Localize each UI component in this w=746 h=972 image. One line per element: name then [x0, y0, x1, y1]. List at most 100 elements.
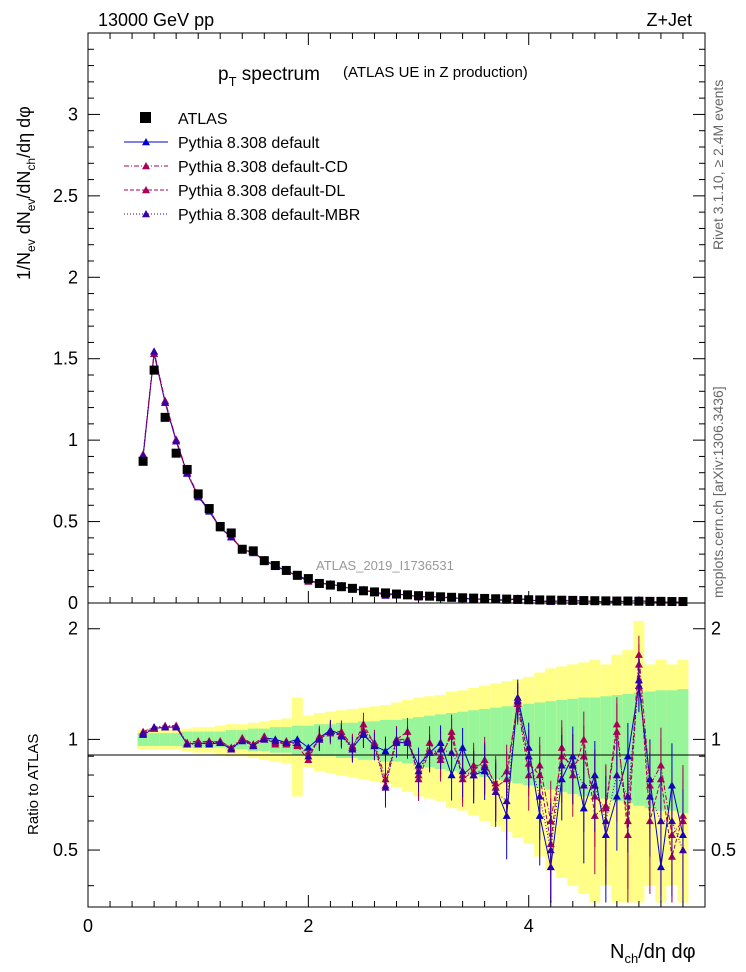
ratio-marker — [623, 792, 632, 800]
inner-band-bin — [633, 692, 645, 806]
ratio-marker — [425, 748, 434, 756]
header-left: 13000 GeV pp — [98, 10, 214, 30]
inner-band-bin — [600, 696, 612, 799]
ratio-marker — [139, 729, 148, 737]
lower-y-label: Ratio to ATLAS — [25, 734, 42, 835]
legend-marker — [142, 210, 150, 218]
ratio-marker — [271, 737, 280, 745]
atlas-data-point — [215, 521, 225, 531]
inner-band-bin — [247, 728, 259, 751]
ratio-marker — [667, 816, 676, 825]
inner-band-bin — [490, 707, 502, 780]
ratio-marker — [183, 740, 192, 748]
inner-band-bin — [302, 725, 314, 755]
atlas-data-point — [193, 489, 203, 499]
legend-marker — [142, 138, 150, 146]
upper-y-tick-label: 2.5 — [53, 186, 78, 206]
ratio-marker — [381, 746, 390, 755]
inner-band-bin — [148, 733, 160, 746]
ratio-series — [139, 635, 687, 903]
ratio-y-tick-label: 2 — [68, 619, 78, 639]
atlas-data-point — [469, 593, 479, 603]
x-label-part: /dη dφ — [638, 941, 695, 963]
upper-y-tick-label: 2 — [68, 267, 78, 287]
ratio-marker — [238, 737, 247, 745]
ratio-marker — [656, 816, 665, 825]
ratio-marker — [645, 792, 654, 800]
atlas-data-point — [314, 578, 324, 588]
ratio-line — [142, 664, 684, 857]
ratio-marker — [249, 741, 258, 750]
atlas-data-point — [325, 580, 335, 590]
ratio-marker — [392, 737, 401, 745]
x-tick-label: 2 — [303, 916, 313, 936]
upper-y-label-part: /dη dφ — [14, 106, 34, 158]
upper-y-tick-label: 3 — [68, 104, 78, 124]
upper-y-tick-label: 0.5 — [53, 512, 78, 532]
ratio-marker — [579, 735, 588, 743]
legend: ATLAS Pythia 8.308 default Pythia 8.308 de… — [124, 111, 360, 224]
ratio-marker — [304, 752, 313, 760]
ratio-y-tick-label: 1 — [68, 729, 78, 749]
ratio-marker — [568, 761, 577, 769]
atlas-data-point — [601, 596, 611, 606]
ratio-marker — [282, 738, 291, 746]
atlas-data-point — [392, 589, 401, 599]
inner-band-bin — [170, 733, 182, 746]
plot-subtitle: (ATLAS UE in Z production) — [343, 64, 528, 81]
upper-y-tick-label: 1 — [68, 430, 78, 450]
atlas-data-point — [149, 365, 159, 375]
ratio-marker — [172, 723, 181, 731]
ratio-marker — [557, 761, 566, 769]
ratio-marker — [227, 745, 236, 753]
atlas-data-point — [667, 597, 677, 607]
atlas-data-point — [369, 587, 379, 597]
x-tick-label: 4 — [524, 916, 534, 936]
ratio-marker — [458, 743, 467, 751]
x-tick-label: 0 — [83, 916, 93, 936]
legend-marker — [142, 186, 150, 194]
upper-y-label-part: /dN — [14, 171, 34, 199]
upper-y-label-part: 1/N — [14, 252, 34, 280]
side-label-mcplots: mcplots.cern.ch [arXiv:1306.3436] — [710, 386, 726, 598]
atlas-data-point — [513, 594, 523, 604]
axis-ticks: 0 2 4 0 0.5 1 1.5 2 2.5 3 0.5 0.5 1 1 2 2 — [53, 33, 736, 936]
ratio-marker — [414, 767, 423, 775]
legend-label: Pythia 8.308 default-CD — [178, 159, 348, 176]
atlas-data-point — [380, 588, 390, 598]
upper-y-label-part: ev — [24, 239, 38, 252]
ratio-marker — [260, 735, 269, 743]
mc-marker — [161, 398, 170, 406]
inner-band-bin — [501, 706, 513, 782]
ratio-y-tick-label-right: 2 — [711, 619, 721, 639]
atlas-data-point — [248, 546, 258, 556]
ratio-marker — [601, 816, 610, 825]
ratio-y-tick-label: 0.5 — [53, 840, 78, 860]
ratio-marker — [161, 723, 170, 731]
ratio-marker — [480, 763, 489, 771]
atlas-data-point — [414, 591, 424, 601]
mc-marker — [150, 347, 159, 355]
ratio-marker — [502, 796, 511, 805]
atlas-data-point — [579, 596, 589, 606]
upper-y-label-part: dN — [14, 211, 34, 239]
ratio-marker — [370, 741, 379, 750]
plot-title: pT spectrum — [218, 64, 320, 89]
upper-y-tick-label: 1.5 — [53, 349, 78, 369]
ratio-marker — [359, 729, 368, 737]
atlas-data-point — [204, 504, 214, 514]
atlas-data-point — [358, 586, 368, 596]
legend-atlas-marker — [140, 112, 151, 123]
x-axis-label: Nch/dη dφ — [610, 941, 696, 966]
ratio-marker — [524, 752, 533, 760]
atlas-data-point — [281, 565, 291, 575]
ratio-y-tick-label-right: 1 — [711, 729, 721, 749]
x-label-part: ch — [624, 951, 638, 966]
legend-label: ATLAS — [178, 111, 228, 128]
legend-label: Pythia 8.308 default — [178, 135, 320, 152]
atlas-data-point — [171, 448, 181, 458]
ratio-marker — [150, 723, 159, 731]
legend-marker — [142, 162, 150, 170]
atlas-data-point — [336, 582, 346, 592]
side-label-rivet: Rivet 3.1.10, ≥ 2.4M events — [710, 80, 726, 250]
